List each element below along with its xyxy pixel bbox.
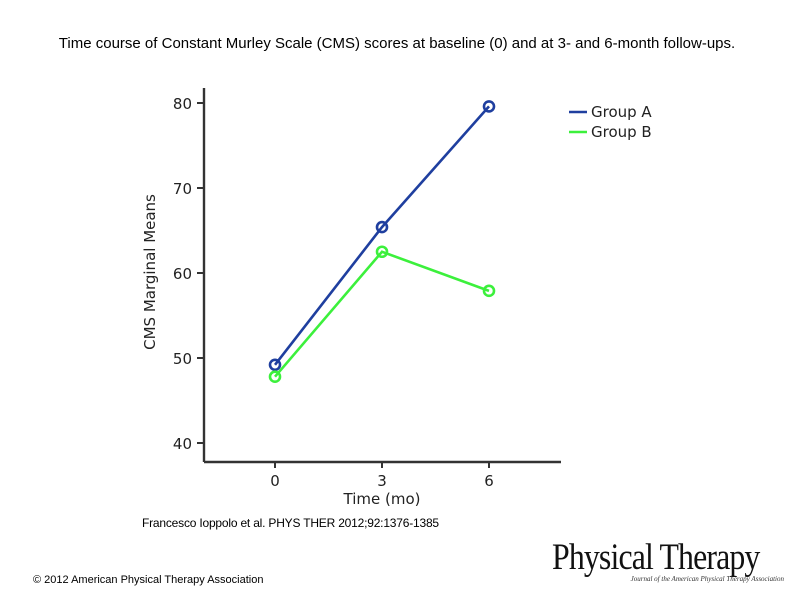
series-line-group-b (274, 250, 490, 378)
chart-series (268, 100, 496, 384)
x-tick-label: 0 (270, 472, 280, 490)
x-tick-label: 6 (484, 472, 494, 490)
y-tick-label: 40 (173, 435, 192, 453)
data-point-group-a (268, 358, 282, 372)
y-axis-ticks: 40 50 60 70 80 (173, 95, 204, 453)
y-axis-label: CMS Marginal Means (141, 194, 159, 350)
y-tick-label: 50 (173, 350, 192, 368)
x-axis-ticks: 0 3 6 (270, 462, 494, 490)
x-axis-label: Time (mo) (343, 490, 421, 508)
journal-logo: Physical Therapy Journal of the American… (552, 538, 784, 588)
legend-label: Group B (591, 123, 652, 141)
slide-title: Time course of Constant Murley Scale (CM… (58, 35, 736, 52)
data-point-group-b (375, 245, 389, 259)
data-point-group-a (375, 220, 389, 234)
journal-logo-subtitle: Journal of the American Physical Therapy… (630, 575, 784, 583)
series-line-group-a (273, 105, 490, 366)
journal-logo-title: Physical Therapy (552, 537, 760, 578)
chart-legend: Group A Group B (569, 103, 652, 141)
y-tick-label: 60 (173, 265, 192, 283)
citation: Francesco Ioppolo et al. PHYS THER 2012;… (142, 516, 439, 530)
legend-label: Group A (591, 103, 652, 121)
data-point-group-b (482, 284, 496, 298)
data-point-group-a (482, 100, 496, 113)
chart-axes (202, 88, 561, 464)
y-tick-label: 80 (173, 95, 192, 113)
x-tick-label: 3 (377, 472, 387, 490)
y-tick-label: 70 (173, 180, 192, 198)
copyright: © 2012 American Physical Therapy Associa… (33, 574, 264, 586)
data-point-group-b (268, 370, 282, 384)
